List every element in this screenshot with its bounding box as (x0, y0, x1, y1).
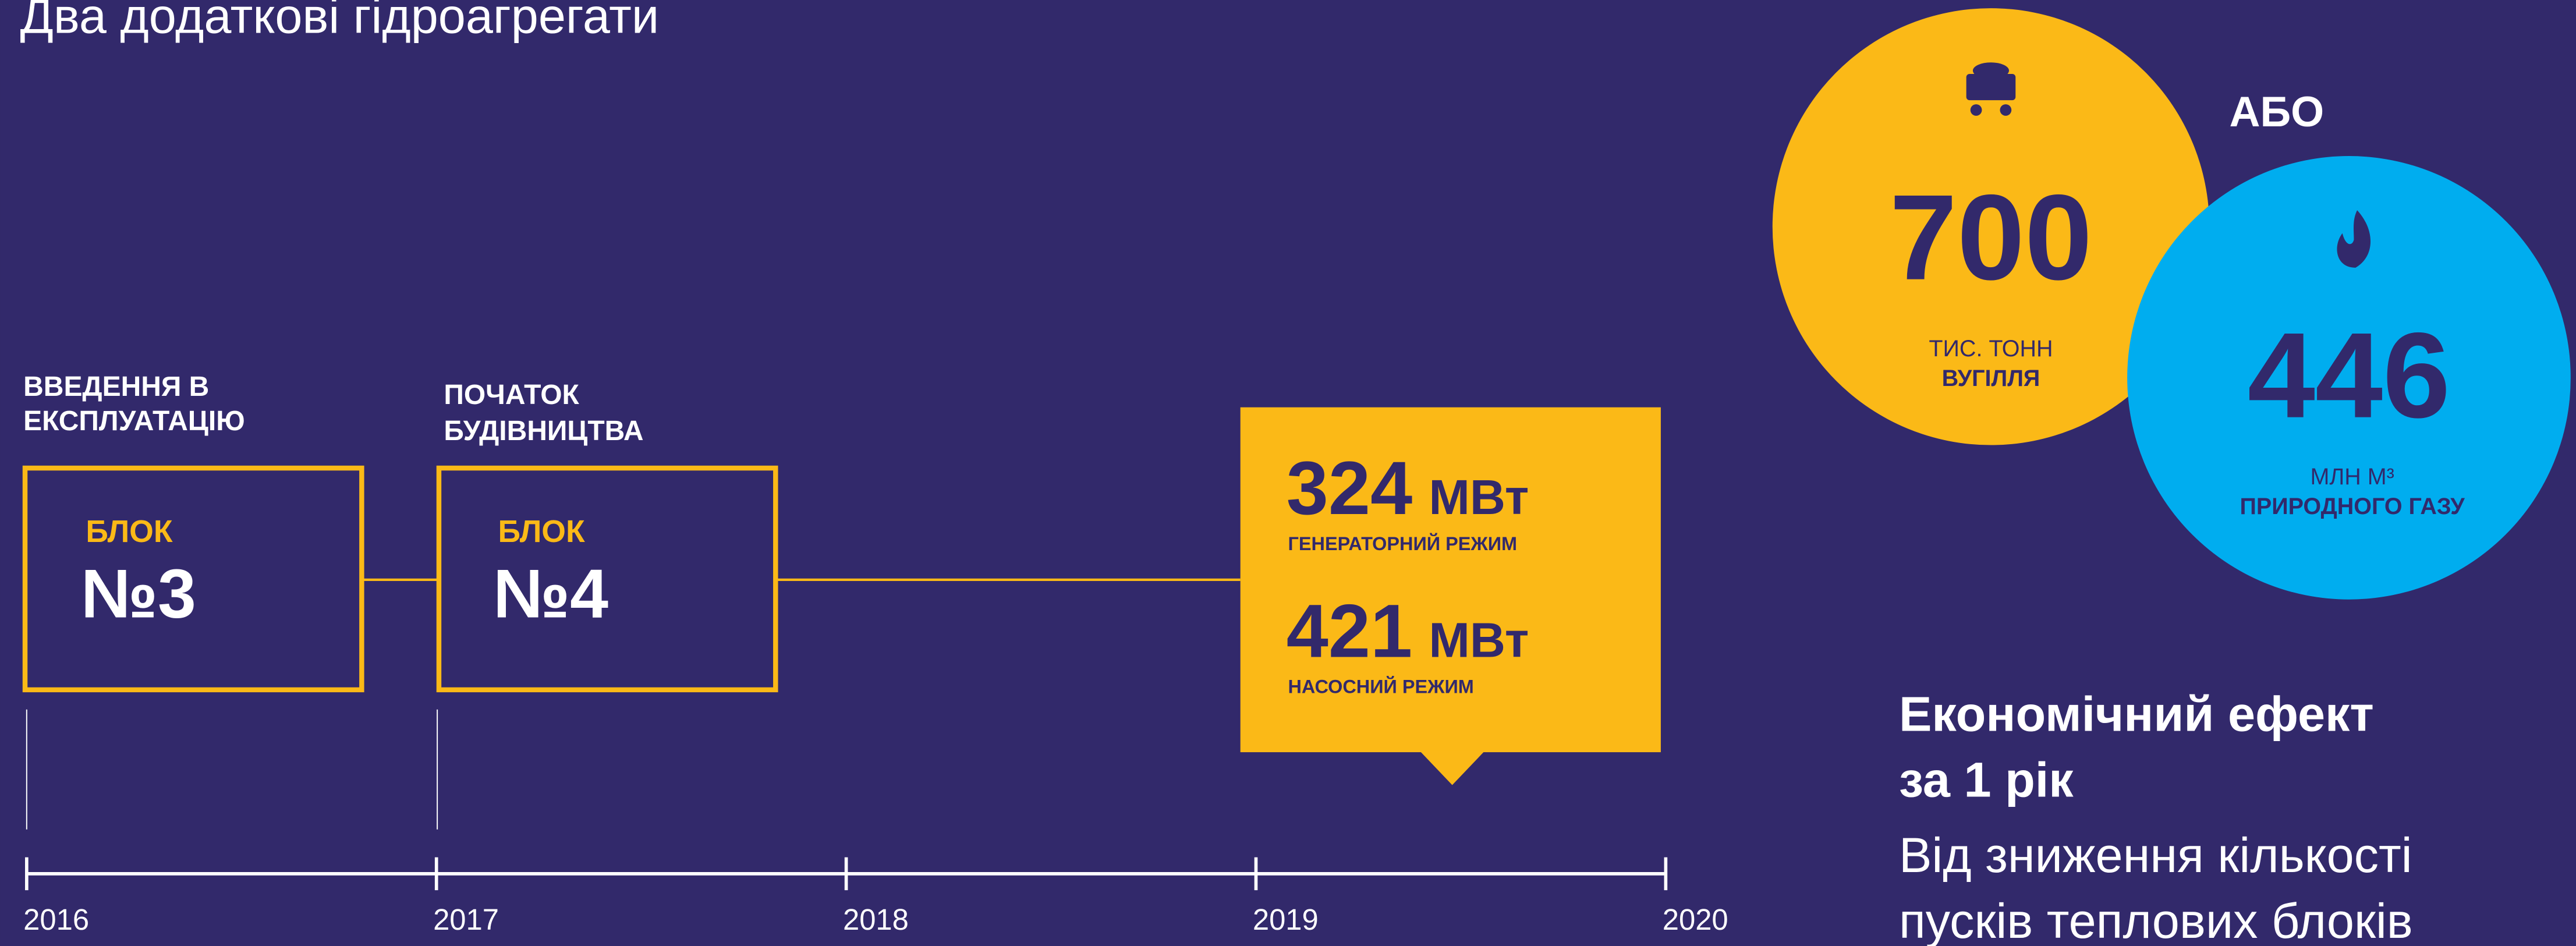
event-label: ЕКСПЛУАТАЦІЮ (23, 406, 245, 437)
year-label: 2018 (843, 903, 909, 936)
block-label: БЛОК (86, 514, 172, 549)
capacity-value: 324 МВт (1287, 446, 1529, 530)
coal-name: ВУГІЛЛЯ (1942, 366, 2040, 391)
coal-icon (1966, 62, 2016, 116)
event-label: ВВЕДЕННЯ В (23, 371, 209, 402)
capacity-mode: НАСОСНИЙ РЕЖИМ (1288, 675, 1474, 697)
block-label: БЛОК (498, 514, 585, 549)
coal-unit: ТИС. ТОНН (1929, 336, 2053, 362)
block-box (22, 465, 364, 693)
event-label: ПОЧАТОК (444, 380, 579, 410)
effect-text: Від зниження кількості (1899, 827, 2412, 883)
year-label: 2016 (23, 903, 89, 936)
pointer (1419, 750, 1486, 785)
coal-circle (1772, 8, 2210, 445)
effect-text: пусків теплових блоків (1899, 893, 2413, 946)
title: Два додаткові гідроагрегати (20, 0, 660, 43)
year-label: 2020 (1663, 903, 1728, 936)
capacity-number: 421 (1287, 589, 1413, 673)
year-label: 2019 (1253, 903, 1319, 936)
effect-title: за 1 рік (1899, 752, 2074, 807)
capacity-mode: ГЕНЕРАТОРНИЙ РЕЖИМ (1288, 532, 1518, 554)
block-number: №4 (493, 556, 608, 633)
gas-unit: МЛН М³ (2310, 464, 2394, 490)
capacity-unit: МВт (1429, 612, 1529, 667)
gas-value: 446 (2248, 308, 2450, 444)
block-number: №3 (81, 556, 196, 633)
coal-value: 700 (1890, 170, 2092, 306)
capacity-box (1240, 407, 1661, 753)
or-label: АБО (2229, 88, 2324, 136)
gas-icon (2337, 210, 2371, 268)
capacity-value: 421 МВт (1287, 589, 1529, 673)
effect-title: Економічний ефект (1899, 686, 2374, 741)
event-label: БУДІВНИЦТВА (444, 416, 643, 447)
capacity-number: 324 (1287, 446, 1413, 530)
capacity-unit: МВт (1429, 469, 1529, 525)
year-label: 2017 (433, 903, 499, 936)
gas-circle (2127, 156, 2571, 600)
gas-name: ПРИРОДНОГО ГАЗУ (2240, 494, 2465, 519)
block-box (436, 465, 778, 693)
